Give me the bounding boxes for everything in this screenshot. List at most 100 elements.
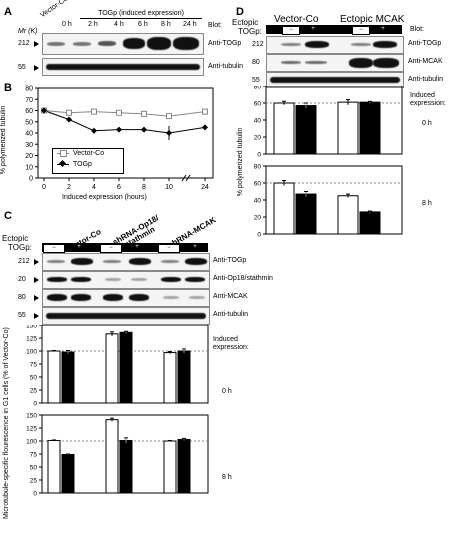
row-label-d-togp: Anti-TOGp bbox=[408, 40, 442, 47]
marker-arrow bbox=[34, 65, 39, 71]
row-label-c-mcak: Anti-MCAK bbox=[213, 293, 248, 300]
y-tick-label: 40 bbox=[254, 118, 262, 125]
bar bbox=[61, 454, 75, 494]
y-tick-label: 50 bbox=[30, 375, 38, 382]
togp-label-d: TOGp: bbox=[238, 27, 262, 36]
sign-plus: + bbox=[184, 244, 206, 251]
y-tick-label: 80 bbox=[254, 164, 262, 171]
panel-b-xlabel: Induced expression (hours) bbox=[62, 194, 147, 201]
y-tick-label: 50 bbox=[25, 119, 33, 126]
marker-212: 212 bbox=[18, 40, 30, 47]
blot-header-a: Blot: bbox=[208, 22, 223, 29]
row-label-anti-togp: Anti-TOGp bbox=[208, 40, 242, 47]
row-label-d-tubulin: Anti-tubulin bbox=[408, 76, 444, 83]
bar bbox=[163, 352, 177, 404]
sign-minus: − bbox=[100, 244, 122, 253]
sign-minus: − bbox=[158, 244, 180, 253]
mr-label: Mr (K) bbox=[18, 28, 38, 35]
group-label-mcak-d: Ectopic MCAK bbox=[340, 14, 405, 25]
panel-d-letter: D bbox=[236, 6, 244, 18]
y-tick-label: 75 bbox=[30, 362, 38, 369]
bar bbox=[337, 101, 359, 155]
lane-label: 4 h bbox=[114, 21, 124, 28]
lane-label: 8 h bbox=[161, 21, 171, 28]
y-tick-label: 0 bbox=[29, 176, 33, 183]
marker-212-c: 212 bbox=[18, 258, 30, 265]
marker-arrow bbox=[34, 313, 39, 319]
marker-55-d: 55 bbox=[252, 77, 260, 84]
sign-plus: + bbox=[374, 26, 392, 33]
blot-c-tubulin bbox=[42, 307, 210, 325]
bar bbox=[163, 440, 177, 494]
y-tick-label: 30 bbox=[25, 142, 33, 149]
marker-arrow bbox=[34, 41, 39, 47]
y-tick-label: 40 bbox=[25, 131, 33, 138]
blot-d-togp bbox=[266, 36, 404, 54]
x-tick-label: 8 bbox=[142, 184, 146, 191]
bar bbox=[295, 193, 317, 235]
bar bbox=[177, 350, 191, 404]
axis-break bbox=[185, 174, 191, 182]
sign-plus: + bbox=[126, 244, 148, 251]
bar bbox=[119, 331, 133, 404]
ectopic-label-c: Ectopic bbox=[2, 234, 29, 243]
x-tick-label: 4 bbox=[92, 184, 96, 191]
y-tick-label: 70 bbox=[25, 97, 33, 104]
y-tick-label: 20 bbox=[25, 153, 33, 160]
y-tick-label: 25 bbox=[30, 388, 38, 395]
sign-minus: − bbox=[43, 244, 65, 253]
row-label-c-tubulin: Anti-tubulin bbox=[213, 311, 249, 318]
lane-label: 2 h bbox=[88, 21, 98, 28]
point-vector-co bbox=[91, 108, 97, 115]
point-togp bbox=[91, 127, 97, 134]
y-tick-label: 150 bbox=[26, 413, 37, 420]
x-tick-label: 2 bbox=[67, 184, 71, 191]
x-tick-label: 24 bbox=[201, 184, 209, 191]
y-tick-label: 80 bbox=[254, 86, 262, 91]
y-tick-label: 0 bbox=[257, 232, 261, 239]
x-tick-label: 10 bbox=[165, 184, 173, 191]
y-tick-label: 25 bbox=[30, 478, 38, 485]
y-tick-label: 0 bbox=[33, 401, 37, 408]
marker-arrow bbox=[34, 259, 39, 265]
y-tick-label: 60 bbox=[254, 101, 262, 108]
bar bbox=[47, 439, 61, 494]
point-vector-co bbox=[202, 108, 208, 115]
y-tick-label: 0 bbox=[33, 491, 37, 498]
row-label-d-mcak: Anti-MCAK bbox=[408, 58, 443, 65]
point-togp bbox=[66, 116, 72, 123]
sign-plus: + bbox=[304, 26, 322, 33]
legend-square-marker bbox=[60, 150, 67, 157]
bar bbox=[273, 102, 295, 155]
point-vector-co bbox=[166, 113, 172, 120]
time-0h-c: 0 h bbox=[222, 388, 232, 395]
y-tick-label: 150 bbox=[26, 325, 37, 330]
bar bbox=[177, 438, 191, 494]
panel-d-ylabel: % polymerized tubulin bbox=[237, 127, 244, 197]
panel-d-charts: 0 20 40 60 80 0 20 40 60 80 bbox=[254, 86, 403, 239]
y-tick-label: 50 bbox=[30, 465, 38, 472]
y-tick-label: 100 bbox=[26, 349, 37, 356]
lane-label: 24 h bbox=[183, 21, 197, 28]
bar bbox=[105, 419, 119, 494]
sign-minus: − bbox=[352, 26, 370, 35]
togp-sign-bar-d: − + − + bbox=[266, 25, 402, 35]
ectopic-label-d: Ectopic bbox=[232, 18, 259, 27]
legend-vector-co: Vector-Co bbox=[73, 150, 105, 157]
point-vector-co bbox=[66, 109, 72, 116]
marker-arrow bbox=[34, 295, 39, 301]
group-labels-d: Vector-Co Ectopic MCAK bbox=[266, 14, 406, 25]
point-togp bbox=[202, 124, 208, 131]
blot-d-tubulin bbox=[266, 72, 404, 88]
y-tick-label: 10 bbox=[25, 164, 33, 171]
y-tick-label: 20 bbox=[254, 135, 262, 142]
y-tick-label: 60 bbox=[254, 181, 262, 188]
bar bbox=[119, 439, 133, 494]
row-label-c-togp: Anti-TOGp bbox=[213, 257, 247, 264]
bar bbox=[295, 105, 317, 155]
y-tick-label: 20 bbox=[254, 215, 262, 222]
group-label-vector-co-d: Vector-Co bbox=[274, 14, 319, 25]
time-8h-c: 8 h bbox=[222, 474, 232, 481]
point-togp bbox=[41, 107, 47, 114]
row-label-anti-tubulin: Anti-tubulin bbox=[208, 63, 244, 70]
